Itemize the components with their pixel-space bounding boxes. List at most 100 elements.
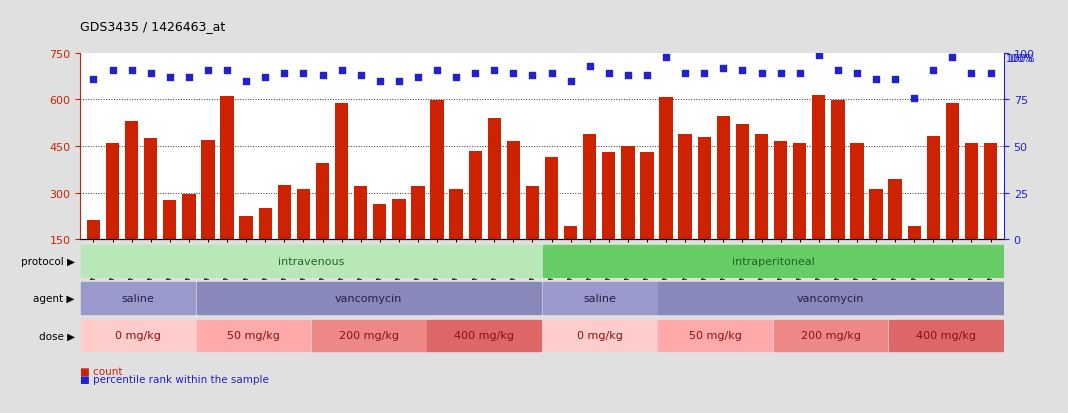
Point (677, 71, 694, 78)
Bar (197, 282, 541, 314)
Bar (392, 200, 406, 240)
Bar (755, 134, 768, 240)
Bar (430, 101, 443, 240)
Point (123, 67, 140, 74)
Text: vancomycin: vancomycin (797, 293, 864, 304)
Point (639, 73, 656, 79)
Point (200, 67, 217, 74)
Bar (869, 189, 883, 240)
Text: 50 mg/kg: 50 mg/kg (226, 330, 280, 341)
Text: intravenous: intravenous (278, 256, 344, 266)
Point (85, 76, 103, 83)
Point (524, 73, 541, 79)
Text: 100%: 100% (1006, 54, 1034, 64)
Bar (278, 185, 290, 240)
Bar (774, 142, 787, 240)
Bar (258, 209, 272, 240)
Point (428, 67, 445, 74)
Text: intraperitoneal: intraperitoneal (732, 256, 815, 266)
Bar (411, 187, 425, 240)
Bar (197, 320, 310, 351)
Text: 50 mg/kg: 50 mg/kg (689, 330, 741, 341)
Text: 400 mg/kg: 400 mg/kg (916, 330, 976, 341)
Bar (564, 226, 578, 240)
Text: protocol ▶: protocol ▶ (20, 256, 75, 266)
Bar (659, 97, 673, 240)
Point (237, 78, 254, 85)
Point (981, 71, 999, 78)
Point (925, 67, 942, 74)
Bar (602, 153, 615, 240)
Point (295, 71, 312, 78)
Point (753, 71, 770, 78)
Bar (812, 96, 826, 240)
Bar (220, 97, 234, 240)
Bar (984, 143, 998, 240)
Point (791, 71, 808, 78)
Point (886, 76, 904, 83)
Bar (297, 190, 310, 240)
Bar (87, 221, 100, 240)
Point (658, 54, 675, 61)
Bar (106, 143, 120, 240)
Point (963, 71, 980, 78)
Bar (908, 226, 921, 240)
Point (276, 71, 293, 78)
Point (505, 71, 522, 78)
Bar (312, 320, 425, 351)
Text: GDS3435 / 1426463_at: GDS3435 / 1426463_at (80, 20, 225, 33)
Bar (890, 320, 1003, 351)
Bar (81, 245, 541, 277)
Point (772, 71, 789, 78)
Bar (316, 164, 329, 240)
Bar (427, 320, 541, 351)
Bar (717, 117, 731, 240)
Point (581, 63, 598, 70)
Text: ■ percentile rank within the sample: ■ percentile rank within the sample (80, 374, 269, 384)
Point (867, 76, 884, 83)
Bar (543, 245, 1003, 277)
Bar (794, 143, 806, 240)
Bar (373, 205, 387, 240)
Bar (450, 190, 462, 240)
Bar (506, 142, 520, 240)
Point (180, 74, 198, 81)
Bar (697, 137, 711, 240)
Point (543, 71, 560, 78)
Text: saline: saline (122, 293, 154, 304)
Point (352, 73, 370, 79)
Bar (545, 157, 559, 240)
Point (314, 73, 331, 79)
Bar (354, 187, 367, 240)
Bar (678, 134, 692, 240)
Point (409, 74, 426, 81)
Bar (774, 320, 888, 351)
Bar (163, 201, 176, 240)
Bar (641, 153, 654, 240)
Point (161, 74, 178, 81)
Text: ■ count: ■ count (80, 366, 123, 376)
Point (219, 67, 236, 74)
Point (944, 54, 961, 61)
Point (562, 78, 579, 85)
Point (486, 67, 503, 74)
Bar (736, 125, 749, 240)
Point (256, 74, 273, 81)
Text: dose ▶: dose ▶ (38, 330, 75, 341)
Bar (945, 104, 959, 240)
Text: 100%: 100% (1008, 54, 1036, 64)
Bar (659, 282, 1003, 314)
Bar (964, 143, 978, 240)
Point (848, 71, 865, 78)
Point (830, 67, 847, 74)
Bar (335, 103, 348, 240)
Bar (659, 320, 772, 351)
Point (142, 71, 159, 78)
Bar (183, 195, 195, 240)
Point (390, 78, 407, 85)
Point (372, 78, 389, 85)
Point (467, 71, 484, 78)
Bar (201, 140, 215, 240)
Bar (583, 134, 596, 240)
Bar (622, 147, 634, 240)
